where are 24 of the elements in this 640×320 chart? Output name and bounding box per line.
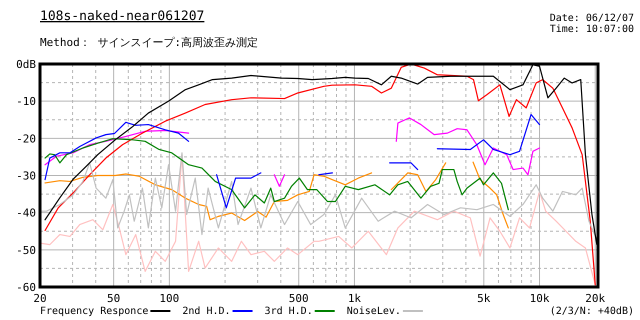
y-tick-label: -60 bbox=[16, 281, 36, 294]
legend-label: 2nd H.D. bbox=[182, 306, 231, 317]
text: Time: 10:07:00 bbox=[550, 24, 634, 35]
x-tick-label: 100 bbox=[159, 292, 180, 305]
x-tick-label: 500 bbox=[288, 292, 309, 305]
y-tick-label: -20 bbox=[16, 132, 36, 146]
legend-label: NoiseLev. bbox=[346, 306, 401, 317]
y-tick-label: 0dB bbox=[16, 58, 36, 71]
y-tick-label: -30 bbox=[16, 170, 36, 182]
x-tick-label: 5k bbox=[477, 292, 491, 305]
text: Date: 06/12/07 bbox=[550, 13, 634, 24]
x-tick-label: 20k bbox=[585, 292, 606, 305]
y-tick-label: -10 bbox=[16, 95, 36, 108]
title: 108s-naked-near061207 bbox=[40, 9, 204, 24]
legend-label: 3rd H.D. bbox=[264, 306, 313, 317]
y-tick-label: -40 bbox=[16, 206, 36, 220]
x-tick-label: 10k bbox=[530, 292, 550, 305]
legend-label: Frequency Responce bbox=[40, 306, 148, 317]
y-tick-label: -50 bbox=[16, 244, 36, 257]
x-tick-label: 20 bbox=[33, 292, 47, 305]
text: (2/3/N: +40dB) bbox=[550, 306, 634, 317]
x-tick-label: 1k bbox=[348, 292, 362, 305]
x-tick-label: 50 bbox=[107, 292, 120, 305]
chart-subtitle: Method： サインスイープ:高周波歪み測定 bbox=[40, 36, 258, 49]
